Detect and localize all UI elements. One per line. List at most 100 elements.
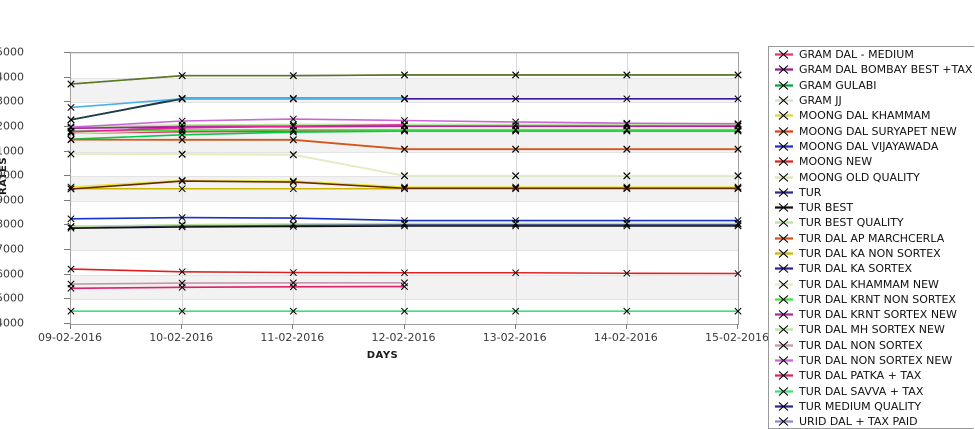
y-tick-mark — [64, 224, 70, 226]
legend-marker-icon — [775, 339, 793, 352]
gridline-horizontal — [71, 102, 738, 103]
plot-area — [67, 52, 742, 325]
legend-item[interactable]: GRAM DAL - MEDIUM — [769, 47, 974, 62]
data-point-marker — [400, 269, 409, 277]
legend-marker-icon — [775, 155, 793, 168]
data-point-marker — [289, 115, 297, 123]
legend-item[interactable]: TUR MEDIUM QUALITY — [769, 399, 974, 414]
data-point-marker — [178, 214, 186, 222]
x-tick-mark — [514, 324, 516, 329]
data-point-marker — [734, 145, 742, 153]
legend-item[interactable]: TUR DAL AP MARCHCERLA — [769, 231, 974, 246]
legend-label: TUR DAL PATKA + TAX — [799, 369, 922, 383]
legend-item[interactable]: TUR DAL MH SORTEX NEW — [769, 322, 974, 337]
legend-item[interactable]: TUR — [769, 185, 974, 200]
data-point-marker — [67, 80, 75, 88]
legend-item[interactable]: TUR DAL PATKA + TAX — [769, 368, 974, 383]
data-point-marker — [67, 128, 75, 136]
legend-item[interactable]: TUR DAL NON SORTEX — [769, 338, 974, 353]
legend-label: TUR DAL KA NON SORTEX — [799, 247, 941, 260]
series-line — [70, 98, 405, 109]
gridline-horizontal — [71, 78, 738, 79]
legend-item[interactable]: GRAM GULABI — [769, 78, 974, 93]
legend-item[interactable]: MOONG OLD QUALITY — [769, 169, 974, 184]
data-point-marker — [623, 172, 631, 180]
data-point-marker — [623, 219, 631, 228]
y-tick-mark — [64, 298, 70, 300]
y-tick-label: 14000 — [0, 70, 24, 84]
data-point-marker — [400, 184, 409, 192]
legend-marker-icon — [775, 216, 793, 229]
data-point-marker — [67, 103, 75, 111]
x-tick-label: 15-02-2016 — [705, 331, 769, 344]
data-point-marker — [289, 122, 297, 130]
x-tick-label: 14-02-2016 — [593, 331, 658, 344]
legend-label: TUR DAL SAVVA + TAX — [799, 384, 924, 398]
legend-item[interactable]: TUR BEST QUALITY — [769, 215, 974, 230]
legend-marker-icon — [775, 63, 793, 76]
data-point-marker — [178, 177, 186, 185]
gridline-horizontal — [71, 275, 738, 276]
legend-marker-icon — [775, 293, 793, 306]
legend-marker-icon — [775, 186, 793, 199]
legend-label: MOONG OLD QUALITY — [799, 170, 920, 184]
legend-item[interactable]: TUR DAL KHAMMAM NEW — [769, 276, 974, 291]
legend-item[interactable]: TUR DAL KRNT NON SORTEX — [769, 292, 974, 307]
legend-label: TUR DAL KRNT NON SORTEX — [799, 292, 956, 306]
legend-item[interactable]: TUR DAL KA NON SORTEX — [769, 246, 974, 261]
data-point-marker — [67, 265, 75, 273]
legend-item[interactable]: MOONG NEW — [769, 154, 974, 169]
data-point-marker — [623, 184, 631, 192]
y-tick-label: 5000 — [0, 291, 24, 305]
legend-item[interactable]: TUR BEST — [769, 200, 974, 215]
legend-item[interactable]: TUR DAL SAVVA + TAX — [769, 384, 974, 399]
y-tick-mark — [64, 249, 70, 251]
y-tick-label: 10000 — [0, 168, 24, 182]
data-point-marker — [67, 215, 75, 223]
legend-item[interactable]: MOONG DAL SURYAPET NEW — [769, 123, 974, 138]
data-point-marker — [400, 121, 409, 129]
data-point-marker — [623, 71, 631, 79]
legend-marker-icon — [775, 262, 793, 275]
legend-label: TUR — [799, 185, 822, 199]
gridline-horizontal — [71, 53, 738, 54]
data-point-marker — [623, 95, 631, 103]
data-point-marker — [400, 172, 409, 180]
data-point-marker — [178, 221, 186, 229]
data-point-marker — [512, 307, 520, 315]
data-point-marker — [178, 72, 186, 80]
legend-item[interactable]: GRAM JJ — [769, 93, 974, 108]
legend-item[interactable]: TUR DAL KA SORTEX — [769, 261, 974, 276]
legend-marker-icon — [775, 94, 793, 107]
data-point-marker — [623, 269, 631, 277]
legend-item[interactable]: MOONG DAL VIJAYAWADA — [769, 139, 974, 154]
y-tick-mark — [64, 125, 70, 127]
legend-marker-icon — [775, 278, 793, 291]
data-point-marker — [67, 307, 75, 315]
series-line — [70, 282, 405, 285]
legend-marker-icon — [775, 232, 793, 245]
y-tick-mark — [64, 150, 70, 152]
data-point-marker — [734, 219, 742, 228]
data-point-marker — [289, 268, 297, 277]
series-line — [71, 138, 738, 150]
legend-marker-icon — [775, 308, 793, 321]
series-lines — [67, 71, 742, 315]
data-point-marker — [289, 151, 297, 159]
legend-item[interactable]: URID DAL + TAX PAID — [769, 414, 974, 428]
data-point-marker — [178, 268, 186, 276]
legend-marker-icon — [775, 140, 793, 153]
data-point-marker — [400, 71, 409, 79]
legend-item[interactable]: TUR DAL KRNT SORTEX NEW — [769, 307, 974, 322]
series-line — [70, 97, 405, 121]
legend-item[interactable]: GRAM DAL BOMBAY BEST +TAX — [769, 62, 974, 77]
y-tick-mark — [64, 52, 70, 53]
legend-item[interactable]: TUR DAL NON SORTEX NEW — [769, 353, 974, 368]
chart-legend[interactable]: GRAM DAL - MEDIUM GRAM DAL BOMBAY BEST +T… — [768, 46, 974, 429]
y-tick-label: 12000 — [0, 119, 24, 133]
legend-label: TUR DAL NON SORTEX NEW — [799, 354, 953, 368]
legend-item[interactable]: MOONG DAL KHAMMAM — [769, 108, 974, 123]
data-point-marker — [178, 117, 186, 125]
y-tick-label: 13000 — [0, 94, 24, 108]
